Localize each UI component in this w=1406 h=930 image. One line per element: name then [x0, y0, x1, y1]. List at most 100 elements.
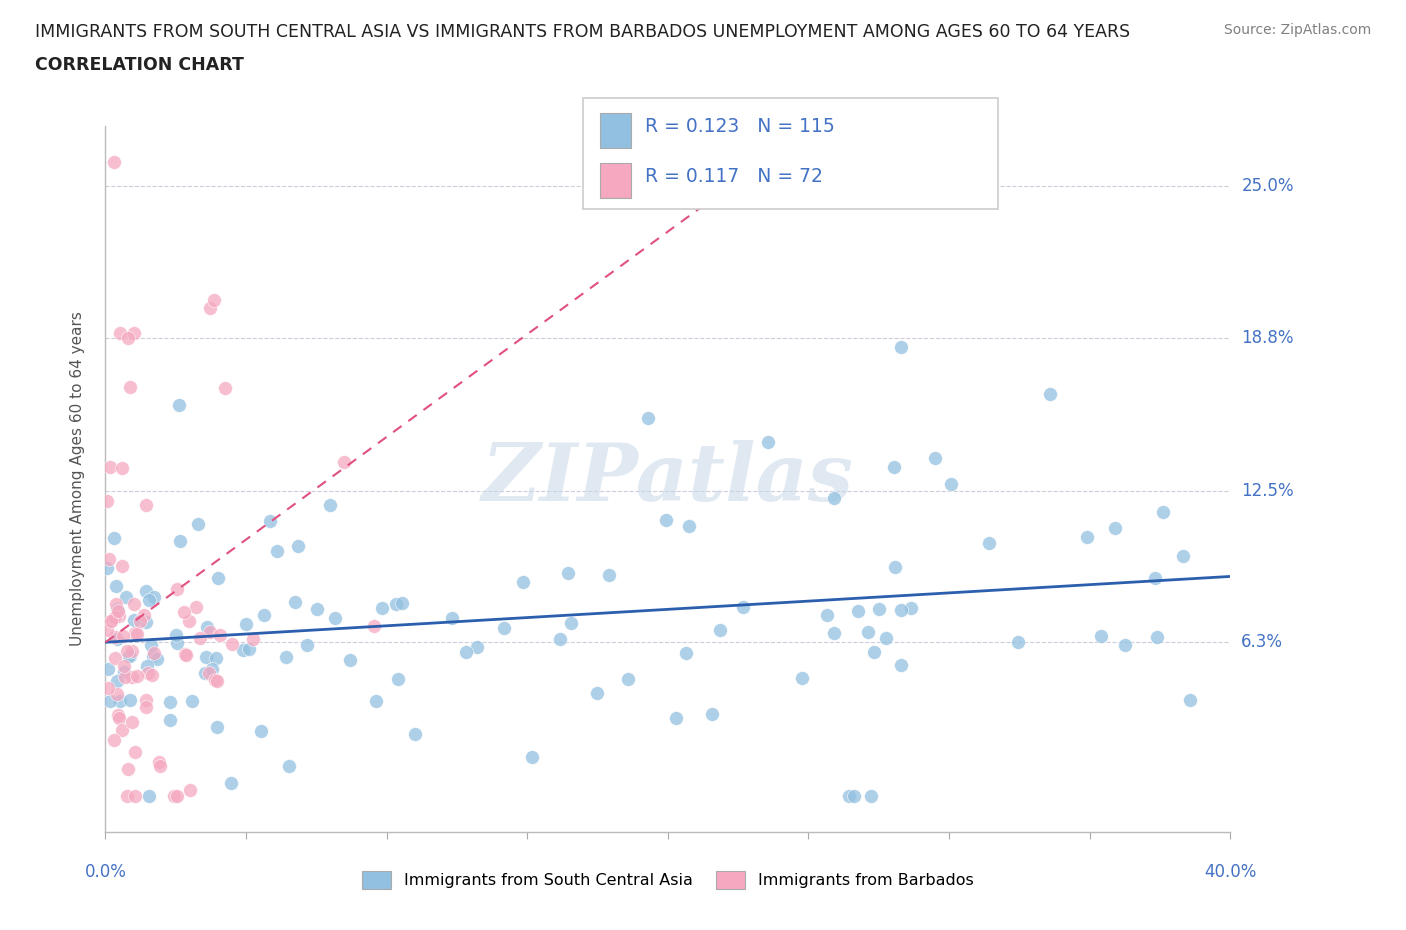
Point [127, 669, 149, 684]
Point [366, 694, 388, 709]
Point [305, 602, 328, 617]
Point [167, 398, 190, 413]
Text: 40.0%: 40.0% [1204, 863, 1257, 881]
Point [284, 594, 307, 609]
Point [132, 607, 155, 622]
Point [924, 451, 946, 466]
Point [98, 552, 121, 567]
Point [179, 782, 201, 797]
Point [675, 646, 697, 661]
Point [105, 673, 128, 688]
Point [104, 609, 127, 624]
Point [939, 476, 962, 491]
Legend: Immigrants from South Central Asia, Immigrants from Barbados: Immigrants from South Central Asia, Immi… [356, 865, 980, 895]
Point [1076, 529, 1098, 544]
Point [204, 672, 226, 687]
Point [201, 661, 224, 676]
Point [838, 789, 860, 804]
Point [105, 631, 128, 646]
Point [585, 686, 607, 701]
Point [111, 460, 134, 475]
Point [108, 326, 131, 340]
Point [142, 645, 165, 660]
Point [103, 530, 125, 545]
Point [454, 644, 477, 659]
Point [97, 681, 120, 696]
Point [297, 638, 319, 653]
Point [125, 626, 148, 641]
Point [96, 561, 118, 576]
Point [118, 649, 141, 664]
Point [111, 558, 134, 573]
Point [1007, 635, 1029, 650]
Point [111, 628, 134, 643]
Point [232, 643, 254, 658]
Point [184, 599, 207, 614]
Point [465, 640, 488, 655]
Point [198, 665, 221, 680]
Point [637, 410, 659, 425]
Point [1104, 521, 1126, 536]
Point [1039, 387, 1062, 402]
Point [890, 603, 912, 618]
Point [869, 602, 891, 617]
Point [875, 631, 897, 645]
Point [124, 626, 146, 641]
Point [98, 459, 121, 474]
Point [890, 658, 912, 672]
Text: 25.0%: 25.0% [1241, 178, 1294, 195]
Point [1114, 638, 1136, 653]
Point [110, 694, 132, 709]
Point [173, 604, 195, 619]
Point [105, 596, 128, 611]
Point [138, 592, 160, 607]
Point [187, 516, 209, 531]
Point [214, 380, 236, 395]
Point [862, 644, 884, 659]
Point [138, 665, 160, 680]
Point [100, 614, 122, 629]
Point [135, 498, 157, 512]
Point [977, 536, 1000, 551]
Point [207, 570, 229, 585]
Text: 18.8%: 18.8% [1241, 328, 1294, 347]
Point [148, 755, 170, 770]
Point [756, 435, 779, 450]
Point [557, 565, 579, 580]
Point [259, 513, 281, 528]
Point [287, 538, 309, 553]
Point [197, 619, 219, 634]
Point [815, 607, 838, 622]
Point [194, 666, 217, 681]
Point [1180, 693, 1202, 708]
Point [96, 623, 118, 638]
Point [700, 706, 723, 721]
Point [105, 602, 128, 617]
Point [890, 340, 912, 355]
Point [207, 720, 229, 735]
Point [242, 631, 264, 646]
Text: 0.0%: 0.0% [84, 863, 127, 881]
Point [139, 638, 162, 653]
Point [221, 637, 243, 652]
Point [120, 693, 142, 708]
Point [100, 613, 122, 628]
Point [107, 604, 129, 618]
Point [253, 608, 276, 623]
Point [105, 686, 128, 701]
Point [204, 650, 226, 665]
Point [790, 671, 813, 685]
Point [238, 642, 260, 657]
Point [560, 616, 582, 631]
Point [122, 596, 145, 611]
Text: Source: ZipAtlas.com: Source: ZipAtlas.com [1223, 23, 1371, 37]
Point [138, 789, 160, 804]
Point [665, 711, 688, 725]
Point [97, 661, 120, 676]
Point [1090, 628, 1112, 643]
Point [135, 658, 157, 673]
Point [174, 647, 197, 662]
Point [135, 693, 157, 708]
Point [120, 379, 142, 394]
Point [1152, 504, 1174, 519]
